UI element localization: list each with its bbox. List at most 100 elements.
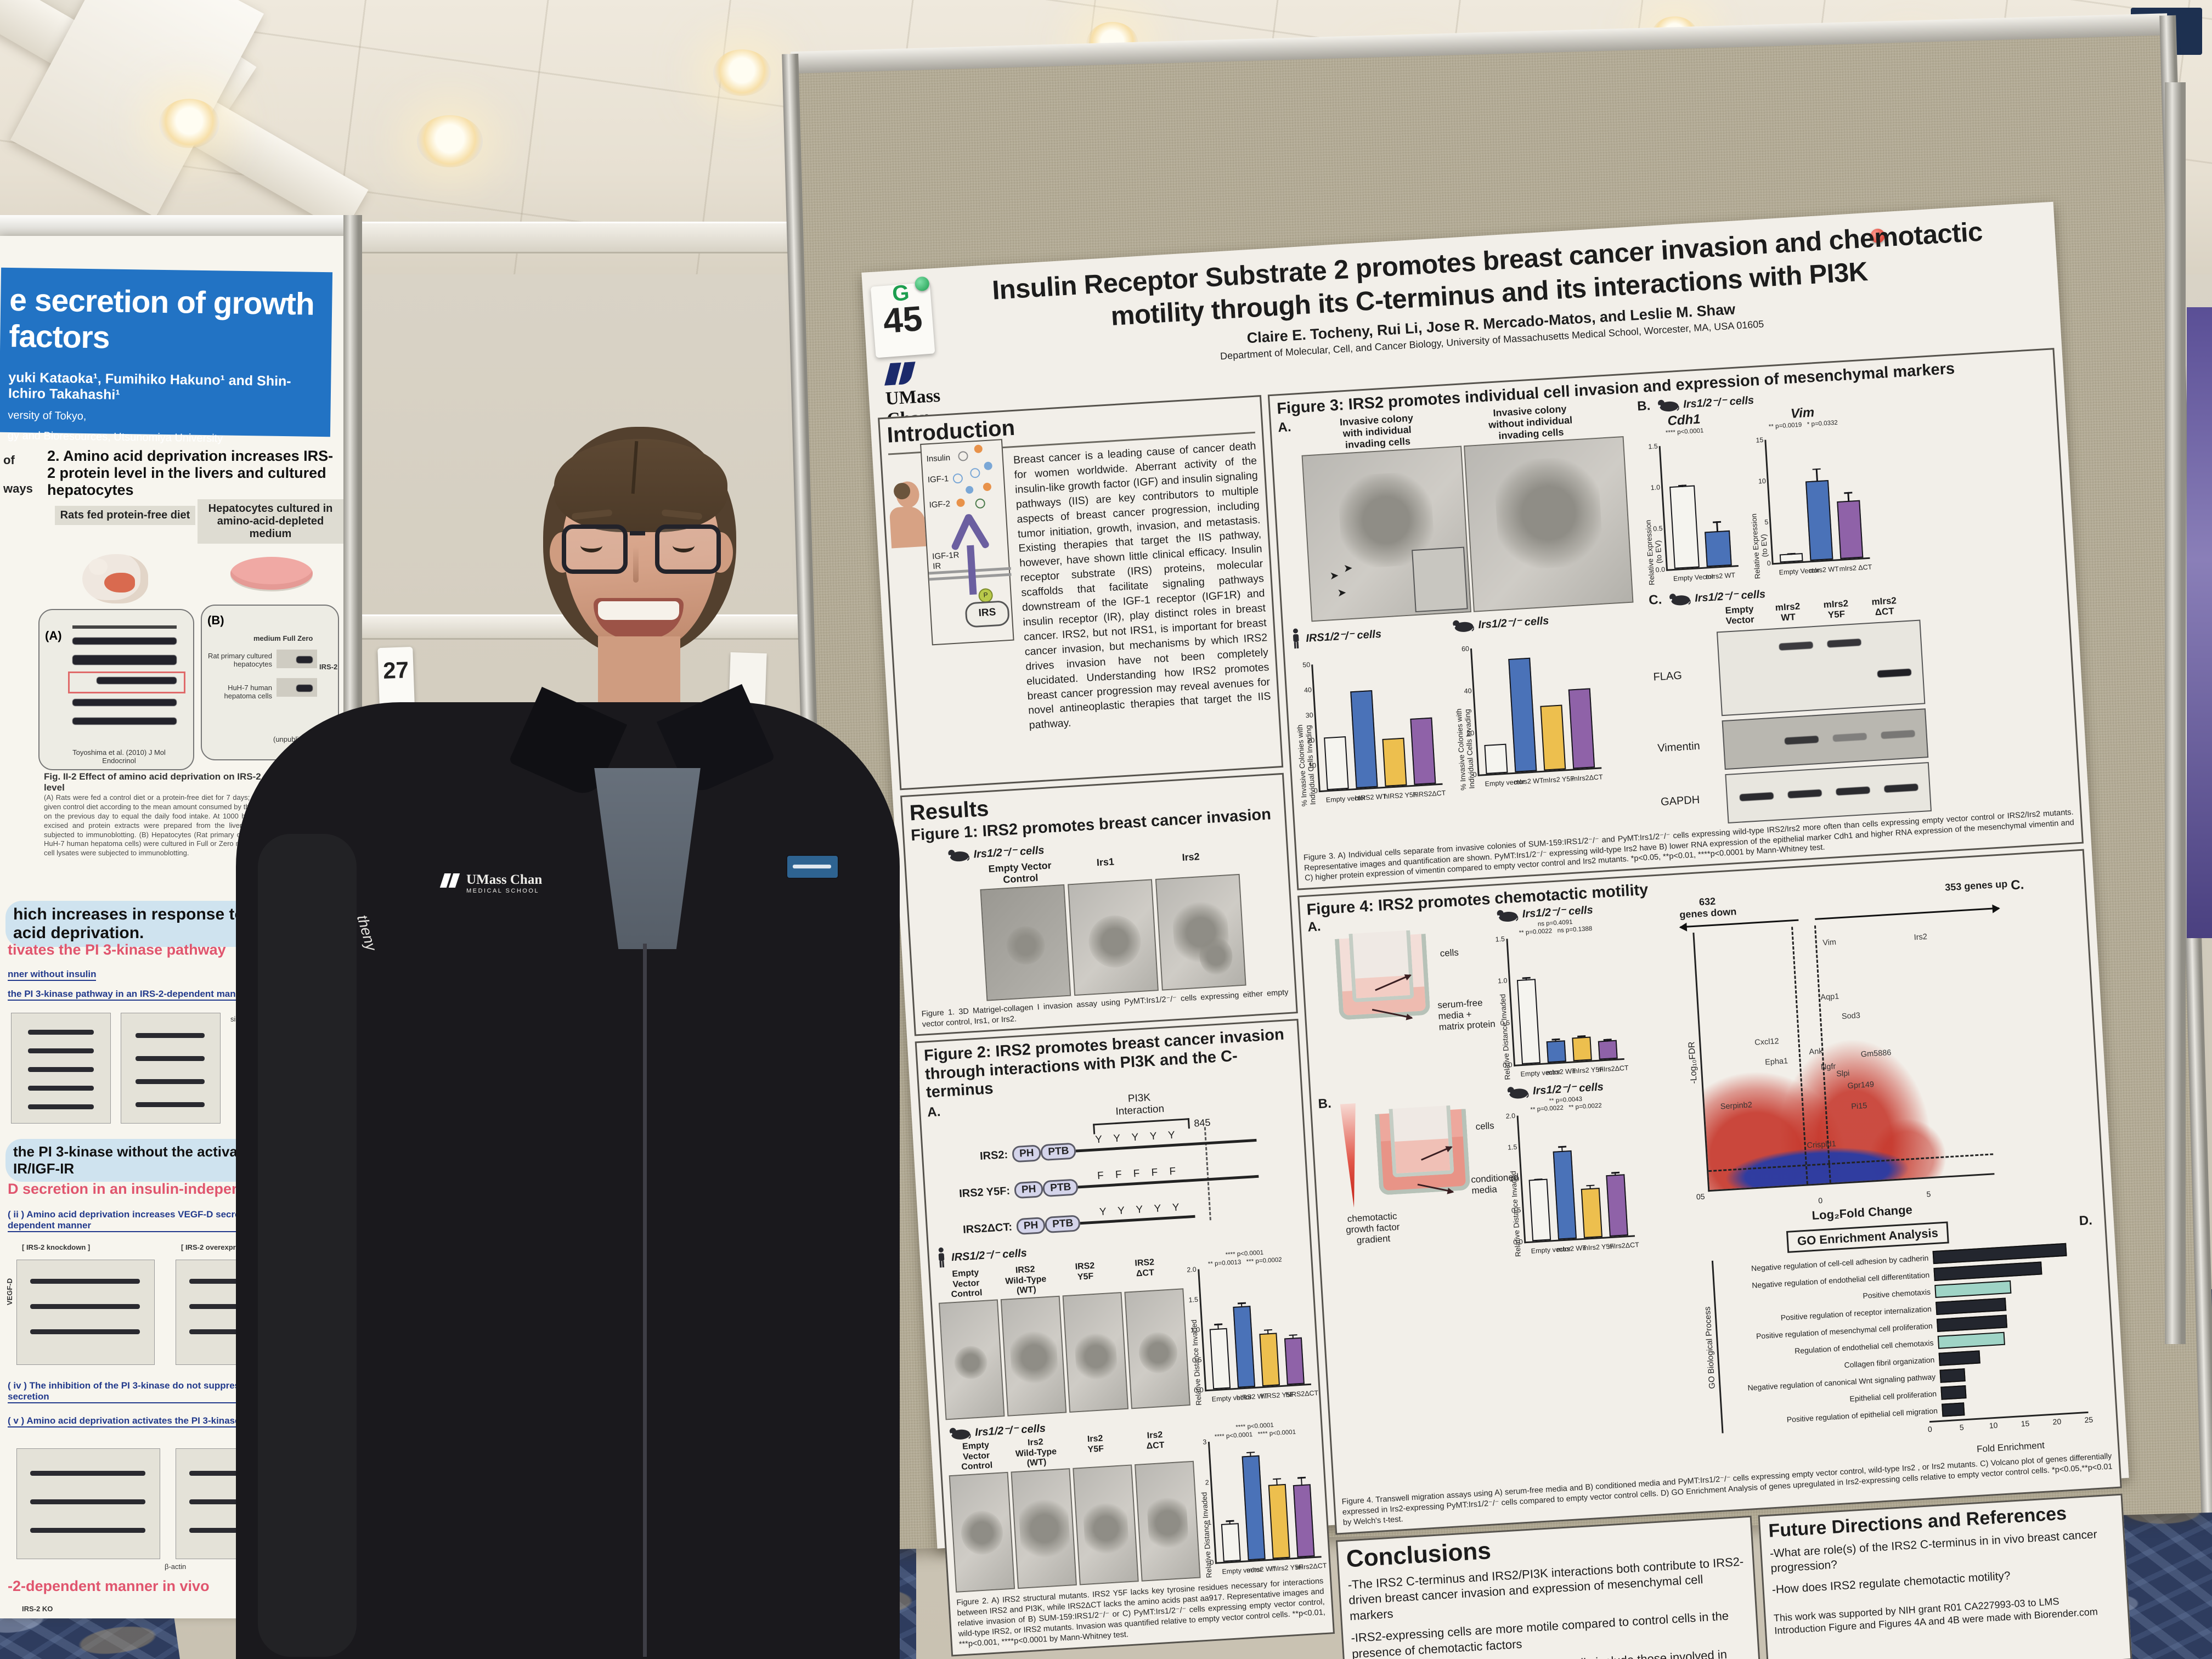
- left-miniblot: [16, 1448, 160, 1559]
- fig3-b-tag: B. Irs1/2⁻/⁻ cells: [1637, 394, 1754, 414]
- fig3-a-label: A.: [1277, 420, 1292, 436]
- fig2-human-tag: IRS1/2⁻/⁻ cells: [935, 1226, 1304, 1269]
- bactin-label: β-actin: [165, 1562, 187, 1571]
- left-miniblot: [121, 1013, 221, 1124]
- fig4-volcano: 632 genes down 353 genes up -Log₁₀FDR 0 50 10…: [1679, 878, 2008, 1223]
- figure2-box: Figure 2: IRS2 promotes breast cancer in…: [915, 1019, 1335, 1657]
- fig4-b-label: B.: [1317, 1096, 1332, 1111]
- left-poster-title: e secretion of growth factors: [8, 283, 315, 356]
- left-poster-authors: yuki Kataoka¹, Fumihiko Hakuno¹ and Shin…: [8, 370, 291, 403]
- fig3-chart-vim: Vim ** p=0.0019 * p=0.0332 Relative Expres…: [1750, 405, 1872, 579]
- mouse-icon: [949, 1428, 971, 1440]
- panel-a-label: (A): [45, 629, 62, 642]
- fig2-grid1-images: [938, 1288, 1190, 1420]
- fig3-c-label: C.: [1648, 592, 1663, 608]
- figure4-box: Figure 4: IRS2 promotes chemotactic moti…: [1297, 849, 2122, 1535]
- left-section2-heading: 2. Amino acid deprivation increases IRS-…: [47, 448, 334, 498]
- left-subheading-2: the PI 3-kinase pathway in an IRS-2-depe…: [8, 989, 251, 1001]
- fig2-chart-pymt: **** p<0.0001 **** p<0.0001 **** p<0.000…: [1200, 1422, 1327, 1578]
- mouse-icon: [948, 850, 970, 862]
- rat-illustration: [82, 554, 148, 603]
- fig3-chart-cdh1: Cdh1 **** p<0.0001 Relative Expression (to…: [1638, 410, 1739, 585]
- poster-header: Insulin Receptor Substrate 2 promotes br…: [944, 213, 2034, 378]
- panel-b-row1: Rat primary cultured hepatocytes: [207, 652, 272, 668]
- fig4-b-mouse-tag: Irs1/2⁻/⁻ cells: [1504, 1078, 1626, 1099]
- person-jacket: [236, 702, 900, 1659]
- left-panel-b: (B) medium Full Zero Rat primary culture…: [201, 605, 339, 760]
- fig3-panel-a: A. Invasive colony with individual invad…: [1278, 400, 1654, 849]
- fig3-mouse-tag: Irs1/2⁻/⁻ cells: [1449, 611, 1593, 633]
- fig3-b-label: B.: [1637, 398, 1651, 414]
- fig4-go-chart: GO Biological Process Negative regulation…: [1700, 1239, 2094, 1471]
- fig2-mouse-tag: Irs1/2⁻/⁻ cells: [946, 1405, 1313, 1441]
- fig4-left: A. cells se: [1307, 898, 1703, 1493]
- left-col-fragment: of ways: [3, 453, 33, 495]
- person-eye: [580, 539, 602, 552]
- person-nose: [633, 546, 639, 583]
- introduction-box: Introduction Insul: [878, 395, 1284, 791]
- left-subheading-5: ( v ) Amino acid deprivation activates t…: [8, 1415, 320, 1427]
- panel-b-row2: HuH-7 human hepatoma cells: [224, 684, 272, 700]
- left-tag-rats: Rats fed protein-free diet: [55, 506, 195, 525]
- left-subheading-1: nner without insulin: [8, 969, 97, 981]
- mouse-icon: [1497, 910, 1519, 922]
- fig3-images: ➤ ➤ ➤: [1301, 436, 1640, 622]
- conclusions-box: Conclusions -The IRS2 C-terminus and IRS…: [1335, 1515, 1762, 1659]
- vegfd-label: VEGF-D: [5, 1278, 14, 1306]
- left-tag-hepatocytes: Hepatocytes cultured in amino-acid-deple…: [198, 499, 343, 544]
- fig2-grid2-images: [949, 1461, 1201, 1593]
- introduction-text: Breast cancer is a leading cause of canc…: [1013, 439, 1272, 732]
- left-pink-heading-3: -2-dependent manner in vivo: [8, 1578, 210, 1594]
- jacket-umass-logo: UMass Chan MEDICAL SCHOOL: [439, 872, 542, 894]
- fig4-transwell-b: chemotactic growth factor gradient cells: [1335, 1086, 1519, 1276]
- panel-b-label: (B): [207, 613, 224, 627]
- ceiling-light: [159, 99, 219, 148]
- person-smile: [594, 598, 684, 639]
- board-number: 45: [882, 298, 924, 341]
- fig4-a-mouse-tag: Irs1/2⁻/⁻ cells: [1493, 901, 1616, 923]
- poster-columns: Introduction Insul: [878, 348, 2132, 1659]
- fig4-right: 632 genes down 353 genes up -Log₁₀FDR 0 50 10…: [1679, 874, 2112, 1471]
- person: UMass Chan MEDICAL SCHOOL theny: [236, 417, 900, 1659]
- mouse-icon: [1453, 620, 1475, 633]
- future-directions-box: Future Directions and References -What a…: [1758, 1493, 2132, 1659]
- gradient-triangle: [1336, 1103, 1366, 1208]
- human-icon: [1293, 628, 1299, 649]
- intro-zoom-box: Insulin IGF-1: [920, 439, 1014, 646]
- left-poster-banner: e secretion of growth factors yuki Katao…: [0, 267, 333, 444]
- left-miniblot: [16, 1260, 155, 1365]
- fig3-chart-sum159: % Invasive Colonies with Individual Cell…: [1291, 641, 1446, 807]
- fig2-panel-a-label: A.: [927, 1104, 941, 1120]
- person-eye: [673, 539, 695, 552]
- fig3-westernblot: Empty Vector mIrs2 WT mIrs2 Y5F mIrs2 ΔCT FL…: [1649, 586, 2073, 827]
- fig1-images: [980, 871, 1288, 1001]
- fig4-transwell-a: cells serum-free media + matrix protein: [1325, 909, 1499, 1083]
- mouse-icon: [1658, 400, 1679, 412]
- left-miniblot: [11, 1013, 111, 1124]
- dish-illustration: [230, 557, 313, 590]
- human-icon: [938, 1248, 945, 1268]
- display-pole: [2165, 82, 2186, 1344]
- fig1-cells-tag: Irs1/2⁻/⁻ cells: [945, 829, 1279, 863]
- fig2-chart-sum159: **** p<0.0001 ** p=0.0013 *** p=0.0002 Re…: [1186, 1249, 1319, 1406]
- left-pink-heading-1: tivates the PI 3-kinase pathway: [8, 941, 226, 958]
- fig3-human-tag: IRS1/2⁻/⁻ cells: [1290, 620, 1434, 650]
- figure3-box: Figure 3: IRS2 promotes individual cell …: [1267, 348, 2084, 890]
- fig3-chart-pymt: % Invasive Colonies with Individual Cell…: [1450, 625, 1603, 791]
- umass-sail-icon: [883, 362, 917, 388]
- left-subheading-4: ( iv ) The inhibition of the PI 3-kinase…: [8, 1380, 320, 1403]
- fig3-panel-bc: B. Irs1/2⁻/⁻ cells Cdh1 **** p<0.0001 Rela…: [1637, 375, 2073, 827]
- panel-a-ref: Toyoshima et al. (2010) J Mol Endocrinol: [72, 748, 166, 765]
- fig4-chart-serumfree: ns p=0.4091 ** p=0.0022 ns p=0.1388 Relat…: [1495, 918, 1629, 1080]
- ceiling-light: [417, 115, 483, 167]
- left-panel-a: (A) Toyoshima et al. (2010) J Mol Endocr…: [38, 609, 194, 770]
- edge-poster: [2187, 307, 2212, 938]
- glasses-bridge: [630, 531, 645, 535]
- poster-col1: Introduction Insul: [878, 395, 1339, 1659]
- mouse-icon: [1669, 594, 1691, 606]
- jacket-sail-icon: [439, 873, 461, 892]
- poster-right-wrap: Figure 3: IRS2 promotes individual cell …: [1267, 348, 2132, 1659]
- jacket-zipper: [643, 944, 647, 1657]
- results-fig1-box: Results Figure 1: IRS2 promotes breast c…: [900, 772, 1298, 1036]
